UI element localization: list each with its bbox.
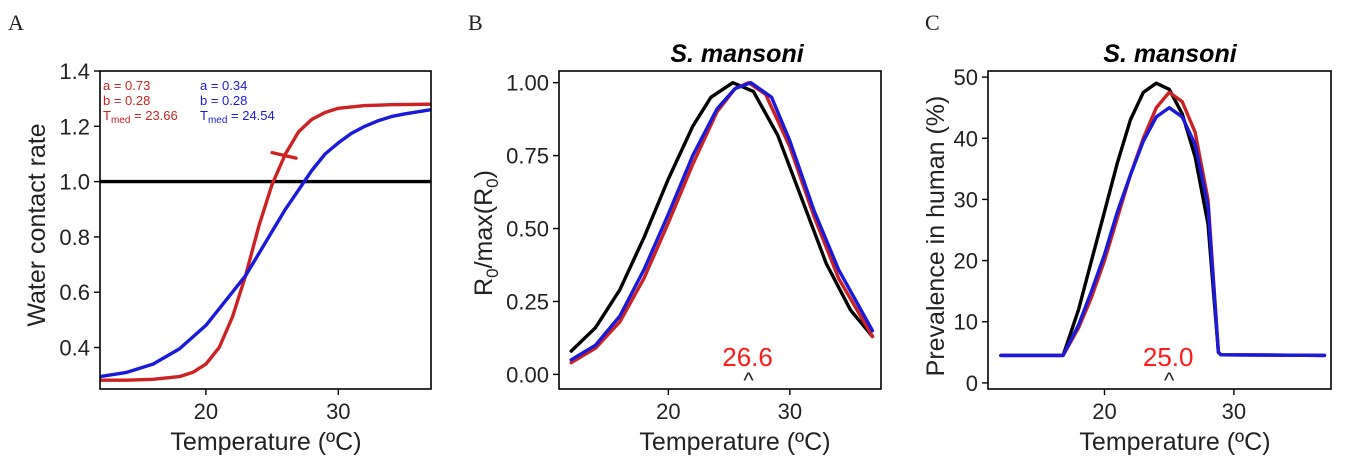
y-tick-label: 1.2 xyxy=(59,114,90,139)
series-line-blue-2 xyxy=(100,108,431,379)
legend-blue-a: a = 0.34 xyxy=(200,78,247,93)
series-line-red-1 xyxy=(100,102,431,382)
y-tick-label: 1.00 xyxy=(506,71,549,96)
panel-letter-b: B xyxy=(468,10,483,35)
optimum-label: 25.0 xyxy=(1143,342,1194,372)
y-tick-label: 0.00 xyxy=(506,362,549,387)
y-tick-label: 10 xyxy=(954,310,978,335)
y-tick-label: 1.4 xyxy=(59,59,90,84)
legend-blue-b: b = 0.28 xyxy=(200,93,247,108)
y-tick-label: 50 xyxy=(954,65,978,90)
panel-b: B S. mansoni R0/max(R0) Temperature (ºC)… xyxy=(468,10,882,456)
y-tick-label: 1.0 xyxy=(59,170,90,195)
legend-blue: a = 0.34 b = 0.28 Tmed = 24.54 xyxy=(200,78,275,126)
y-tick-label: 0.75 xyxy=(506,144,549,169)
y-tick-label: 0.6 xyxy=(59,280,90,305)
y-tick-label: 0.25 xyxy=(506,289,549,314)
xlabel-c: Temperature (ºC) xyxy=(1079,428,1270,456)
series-line-red-3 xyxy=(270,150,298,160)
optimum-label: 26.6 xyxy=(722,342,773,372)
panel-letter-a: A xyxy=(8,10,24,35)
x-tick-label: 20 xyxy=(656,399,680,424)
panel-letter-c: C xyxy=(925,10,940,35)
y-tick-label: 40 xyxy=(954,126,978,151)
ylabel-b: R0/max(R0) xyxy=(470,170,502,296)
x-tick-label: 30 xyxy=(326,399,350,424)
y-tick-label: 0 xyxy=(966,371,978,396)
series-line-black-0 xyxy=(569,81,875,353)
x-tick-label: 20 xyxy=(1092,399,1116,424)
plot-frame xyxy=(99,70,432,390)
optimum-marker: ^ xyxy=(1164,368,1175,393)
series-line-black-0 xyxy=(999,81,1327,358)
panel-c: C S. mansoni Prevalence in human (%) Tem… xyxy=(922,10,1332,456)
plot-frame xyxy=(558,70,882,390)
y-tick-label: 30 xyxy=(954,187,978,212)
x-tick-label: 20 xyxy=(194,399,218,424)
legend-blue-tmed: Tmed = 24.54 xyxy=(200,108,275,126)
series-line-red-1 xyxy=(999,90,1327,358)
legend-red-a: a = 0.73 xyxy=(103,78,150,93)
panel-a: A Water contact rate Temperature (ºC) 20… xyxy=(8,10,432,456)
series-line-blue-2 xyxy=(569,81,875,362)
xlabel-b: Temperature (ºC) xyxy=(639,428,830,456)
chart-title-b: S. mansoni xyxy=(670,40,804,68)
ylabel-a: Water contact rate xyxy=(23,123,51,326)
y-tick-label: 0.8 xyxy=(59,225,90,250)
legend-red-b: b = 0.28 xyxy=(103,93,150,108)
legend-red: a = 0.73 b = 0.28 Tmed = 23.66 xyxy=(103,78,178,126)
series-line-blue-2 xyxy=(999,106,1327,358)
y-tick-label: 0.4 xyxy=(59,336,90,361)
optimum-marker: ^ xyxy=(743,368,754,393)
y-tick-label: 20 xyxy=(954,249,978,274)
x-tick-label: 30 xyxy=(778,399,802,424)
x-tick-label: 30 xyxy=(1222,399,1246,424)
chart-title-c: S. mansoni xyxy=(1103,40,1237,68)
legend-red-tmed: Tmed = 23.66 xyxy=(103,108,178,126)
xlabel-a: Temperature (ºC) xyxy=(170,428,361,456)
ylabel-c: Prevalence in human (%) xyxy=(922,96,950,377)
y-tick-label: 0.50 xyxy=(506,217,549,242)
plot-frame xyxy=(987,70,1332,390)
